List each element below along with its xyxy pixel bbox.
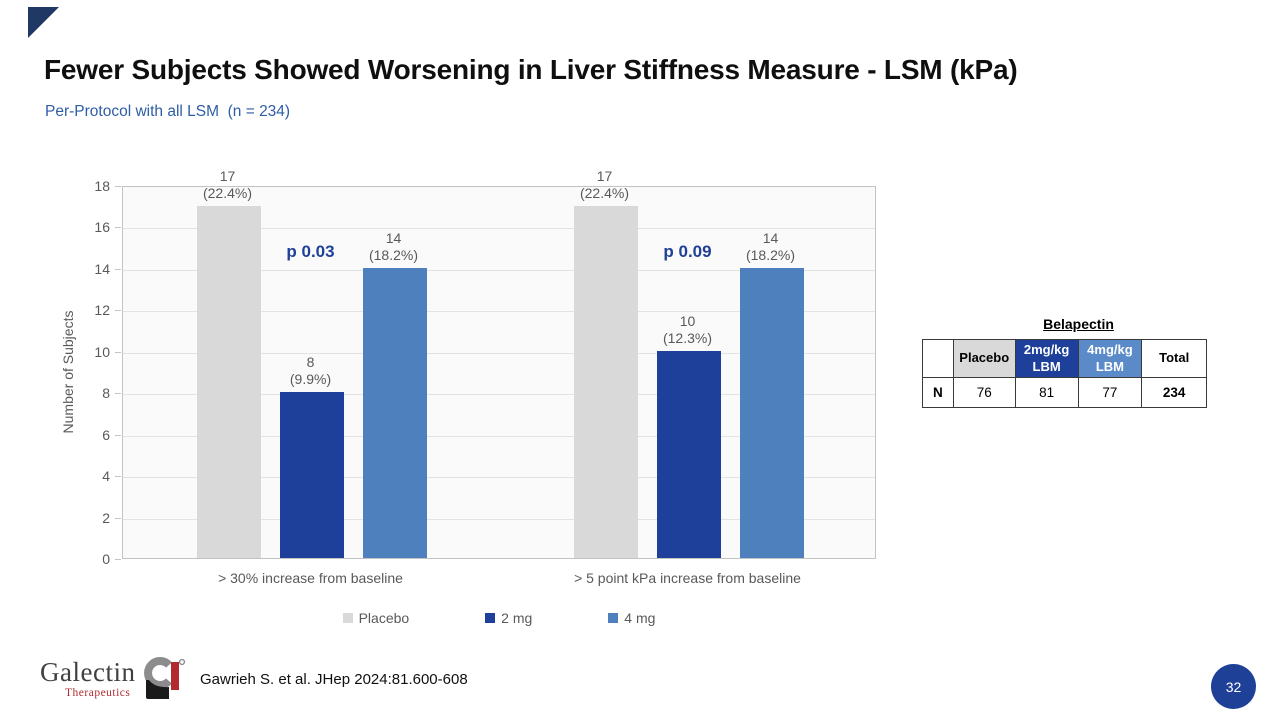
y-tick-mark	[115, 393, 121, 395]
bar-value-label: 17 (22.4%)	[202, 167, 253, 201]
galectin-gt-logo-icon	[144, 657, 186, 699]
legend-label: 4 mg	[624, 610, 656, 626]
y-axis-title: Number of Subjects	[60, 310, 76, 434]
bar-value-label: 8 (9.9%)	[289, 354, 332, 388]
bar-Placebo-0	[196, 205, 261, 558]
table-header-blank	[922, 339, 954, 378]
x-category-label: > 30% increase from baseline	[218, 570, 403, 586]
y-tick-label: 12	[94, 302, 110, 319]
slide-title: Fewer Subjects Showed Worsening in Liver…	[44, 54, 1018, 85]
y-tick-label: 4	[102, 468, 110, 485]
y-tick-mark	[115, 559, 121, 560]
table-header-total: Total	[1141, 339, 1207, 378]
y-tick-label: 6	[102, 426, 110, 443]
gridline	[123, 228, 875, 230]
y-tick-mark	[115, 268, 121, 270]
bar-2mg-0	[279, 392, 344, 558]
chart-legend: Placebo 2 mg 4 mg	[122, 610, 876, 626]
gridline	[123, 269, 875, 271]
y-tick-mark	[115, 186, 121, 187]
gridline	[123, 352, 875, 354]
gridline	[123, 394, 875, 396]
y-tick-label: 18	[94, 178, 110, 194]
gridline	[123, 518, 875, 520]
bar-Placebo-1	[573, 205, 638, 558]
legend-label: Placebo	[358, 610, 410, 626]
bar-value-label: 10 (12.3%)	[662, 312, 713, 346]
y-tick-label: 8	[102, 385, 110, 402]
bar-2mg-1	[656, 350, 721, 558]
p-value-annotation: p 0.09	[663, 242, 712, 261]
corner-triangle-decoration	[28, 7, 59, 38]
gridline	[123, 477, 875, 479]
page-number-badge: 32	[1211, 664, 1256, 709]
table-header-2mgkg: 2mg/kg LBM	[1014, 339, 1079, 378]
table-value-placebo-n: 76	[952, 377, 1016, 408]
galectin-logo-subtext: Therapeutics	[65, 687, 131, 699]
p-value-annotation: p 0.03	[286, 242, 335, 261]
legend-label: 2 mg	[501, 610, 533, 626]
plot-area	[122, 186, 876, 559]
bar-value-label: 14 (18.2%)	[745, 229, 796, 263]
bar-4mg-1	[739, 267, 804, 558]
legend-item-2mg: 2 mg	[485, 610, 532, 626]
y-tick-mark	[115, 517, 121, 519]
y-tick-mark	[115, 434, 121, 436]
table-header-placebo: Placebo	[952, 339, 1016, 378]
bar-4mg-0	[362, 267, 427, 558]
legend-swatch	[485, 613, 496, 623]
table-value-4mgkg-n: 77	[1077, 377, 1143, 408]
legend-swatch	[608, 613, 619, 623]
table-header-4mgkg: 4mg/kg LBM	[1077, 339, 1143, 378]
y-tick-label: 14	[94, 260, 110, 277]
y-tick-mark	[115, 351, 121, 353]
galectin-logo-wordmark: Galectin	[40, 657, 136, 687]
table-value-total-n: 234	[1141, 377, 1207, 408]
x-category-label: > 5 point kPa increase from baseline	[574, 570, 801, 586]
y-tick-mark	[115, 476, 121, 478]
slide-subtitle: Per-Protocol with all LSM (n = 234)	[45, 103, 291, 120]
enrollment-table-grid: Placebo 2mg/kg LBM 4mg/kg LBM Total N 76…	[922, 339, 1207, 408]
gridline	[123, 435, 875, 437]
citation-text: Gawrieh S. et al. JHep 2024:81.600-608	[200, 671, 468, 688]
table-row-label-n: N	[922, 377, 954, 408]
legend-item-Placebo: Placebo	[342, 610, 410, 626]
gridline	[123, 311, 875, 313]
bar-value-label: 14 (18.2%)	[368, 229, 419, 263]
y-tick-label: 16	[94, 219, 110, 236]
y-tick-mark	[115, 310, 121, 312]
table-title: Belapectin	[1043, 316, 1114, 332]
legend-swatch	[342, 613, 353, 623]
y-tick-mark	[115, 227, 121, 229]
bar-value-label: 17 (22.4%)	[579, 167, 630, 201]
y-tick-label: 10	[94, 343, 110, 360]
y-tick-label: 0	[102, 551, 110, 567]
y-tick-label: 2	[102, 509, 110, 526]
table-value-2mgkg-n: 81	[1014, 377, 1079, 408]
legend-item-4mg: 4 mg	[608, 610, 655, 626]
